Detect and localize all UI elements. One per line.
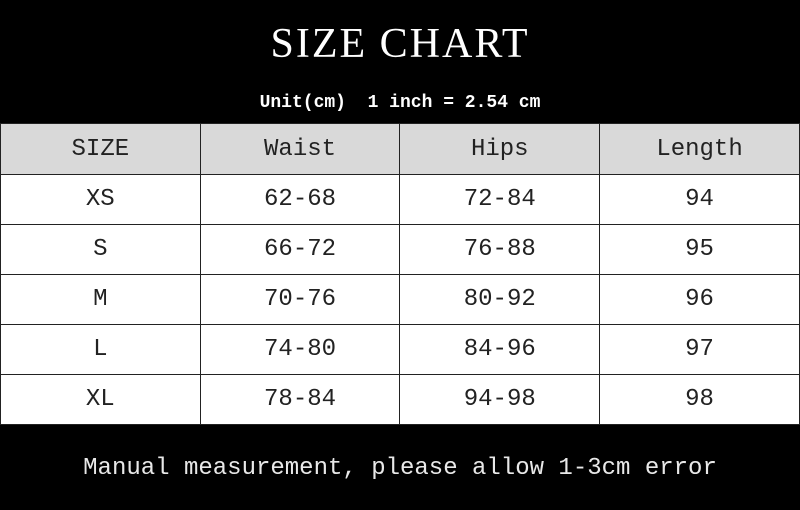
table-row: XS 62-68 72-84 94: [0, 174, 800, 225]
size-table: SIZE Waist Hips Length XS 62-68 72-84 94 S 66…: [0, 123, 800, 425]
unit-note: Unit(cm) 1 inch = 2.54 cm: [259, 93, 541, 113]
cell-hips: 72-84: [399, 174, 601, 225]
cell-size: S: [0, 224, 201, 275]
cell-size: XS: [0, 174, 201, 225]
cell-size: L: [0, 324, 201, 375]
cell-length: 96: [599, 274, 800, 325]
header-length: Length: [599, 123, 800, 175]
header-size: SIZE: [0, 123, 201, 175]
cell-length: 97: [599, 324, 800, 375]
header-waist: Waist: [199, 123, 401, 175]
table-row: S 66-72 76-88 95: [0, 224, 800, 275]
cell-hips: 76-88: [399, 224, 601, 275]
cell-waist: 78-84: [199, 374, 401, 425]
cell-waist: 62-68: [199, 174, 401, 225]
cell-waist: 74-80: [199, 324, 401, 375]
cell-waist: 66-72: [199, 224, 401, 275]
table-row: L 74-80 84-96 97: [0, 324, 800, 375]
cell-waist: 70-76: [199, 274, 401, 325]
table-header-row: SIZE Waist Hips Length: [0, 123, 800, 175]
cell-length: 94: [599, 174, 800, 225]
cell-hips: 94-98: [399, 374, 601, 425]
cell-hips: 84-96: [399, 324, 601, 375]
cell-size: M: [0, 274, 201, 325]
cell-size: XL: [0, 374, 201, 425]
page-title: SIZE CHART: [270, 21, 530, 67]
table-row: M 70-76 80-92 96: [0, 274, 800, 325]
footer-note: Manual measurement, please allow 1-3cm e…: [83, 455, 717, 482]
table-row: XL 78-84 94-98 98: [0, 374, 800, 425]
header-hips: Hips: [399, 123, 601, 175]
cell-hips: 80-92: [399, 274, 601, 325]
cell-length: 95: [599, 224, 800, 275]
cell-length: 98: [599, 374, 800, 425]
